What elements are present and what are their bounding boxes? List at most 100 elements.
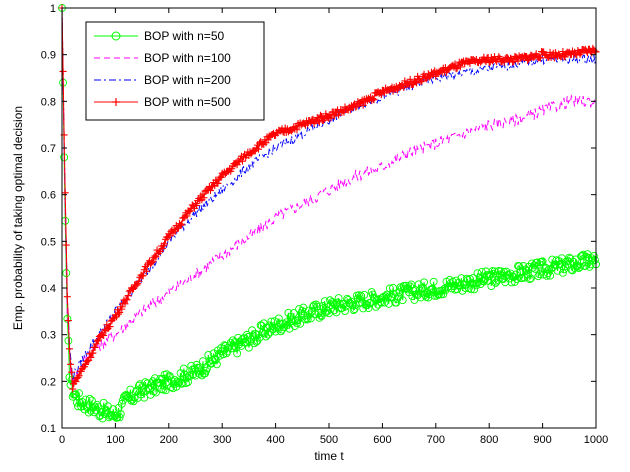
data-point: [289, 309, 298, 318]
data-point: [515, 262, 524, 271]
y-tick-label: 1: [50, 3, 56, 15]
data-point: [101, 326, 109, 334]
data-point: [130, 285, 138, 293]
data-point: [420, 278, 429, 287]
data-point: [589, 251, 598, 260]
data-point: [227, 344, 236, 353]
data-point: [359, 101, 367, 109]
legend-item: BOP with n=200: [94, 73, 231, 87]
data-point: [360, 290, 369, 299]
data-point: [419, 283, 427, 292]
data-point: [413, 79, 421, 87]
data-point: [228, 336, 237, 345]
data-point: [124, 292, 132, 300]
data-point: [334, 294, 343, 303]
data-point: [406, 75, 414, 83]
data-point: [511, 270, 520, 279]
data-point: [317, 312, 326, 321]
data-point: [408, 292, 417, 301]
data-point: [183, 212, 191, 220]
data-point: [370, 96, 378, 104]
data-point: [267, 317, 276, 326]
data-point: [68, 368, 76, 376]
data-point: [136, 380, 144, 389]
data-point: [274, 314, 283, 323]
data-point: [572, 262, 581, 271]
data-point: [439, 290, 448, 299]
data-point: [67, 360, 75, 368]
data-point: [229, 341, 238, 350]
data-point: [320, 116, 328, 124]
data-point: [416, 293, 425, 302]
data-point: [456, 63, 464, 71]
data-point: [72, 378, 80, 386]
y-tick-label: 0.3: [41, 330, 56, 342]
data-point: [473, 269, 482, 278]
series-line: [61, 7, 597, 387]
plot-area: [58, 4, 600, 423]
x-tick-label: 600: [373, 434, 391, 446]
data-point: [318, 302, 327, 310]
series-line: [61, 7, 597, 381]
data-point: [330, 112, 338, 120]
data-point: [304, 306, 313, 315]
data-point: [451, 60, 459, 68]
data-point: [118, 305, 126, 313]
data-point: [495, 53, 503, 61]
series-4: [58, 4, 600, 393]
data-point: [503, 54, 511, 62]
data-point: [91, 402, 100, 411]
data-point: [369, 95, 377, 103]
data-point: [264, 136, 272, 144]
data-point: [284, 308, 293, 317]
data-point: [191, 371, 200, 380]
data-point: [81, 395, 90, 404]
legend-label: BOP with n=500: [144, 95, 231, 109]
data-point: [59, 67, 67, 75]
data-point: [466, 275, 474, 283]
data-point: [219, 350, 228, 359]
legend-item: BOP with n=50: [94, 29, 224, 43]
data-point: [385, 284, 394, 293]
data-point: [352, 103, 360, 111]
data-point: [170, 225, 178, 233]
data-point: [303, 315, 312, 324]
data-point: [538, 257, 547, 266]
data-point: [181, 379, 190, 388]
data-point: [533, 258, 542, 267]
y-tick-label: 0.8: [41, 96, 56, 108]
data-point: [142, 267, 150, 275]
data-point: [296, 319, 305, 328]
data-point: [140, 393, 149, 402]
y-tick-label: 0.2: [41, 376, 56, 388]
data-point: [500, 58, 508, 66]
data-point: [149, 387, 158, 396]
data-point: [116, 410, 125, 418]
data-point: [98, 414, 107, 423]
data-point: [135, 277, 143, 285]
data-point: [244, 343, 253, 352]
data-point: [320, 297, 329, 306]
data-point: [332, 308, 341, 317]
x-tick-label: 800: [480, 434, 498, 446]
data-point: [485, 59, 493, 67]
y-tick-label: 0.9: [41, 50, 56, 62]
y-tick-label: 0.1: [41, 423, 56, 435]
data-point: [93, 337, 101, 345]
data-point: [211, 356, 220, 364]
data-point: [327, 114, 335, 122]
data-point: [564, 257, 573, 266]
legend-label: BOP with n=50: [144, 29, 224, 43]
series-3: [61, 7, 597, 381]
data-point: [381, 292, 390, 301]
data-point: [264, 330, 273, 339]
series-2: [61, 7, 597, 387]
x-tick-label: 500: [320, 434, 338, 446]
data-point: [111, 411, 120, 420]
data-point: [404, 80, 412, 88]
y-tick-label: 0.4: [41, 283, 56, 295]
data-point: [64, 336, 73, 345]
data-point: [422, 75, 430, 83]
data-point: [461, 284, 470, 293]
data-point: [350, 305, 359, 313]
